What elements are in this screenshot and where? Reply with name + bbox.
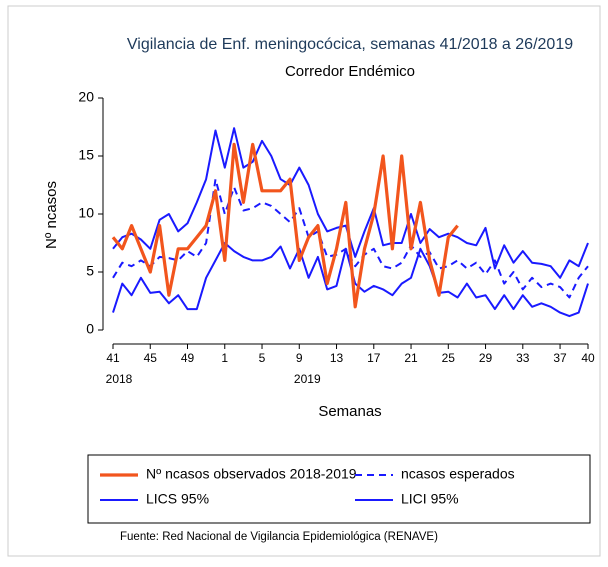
x-sublabel: 2018 bbox=[106, 372, 133, 386]
x-tick-label: 5 bbox=[259, 351, 266, 365]
legend-label: LICS 95% bbox=[146, 491, 209, 507]
y-tick-label: 15 bbox=[78, 147, 94, 163]
x-tick-label: 40 bbox=[581, 351, 595, 365]
y-tick-label: 10 bbox=[78, 205, 94, 221]
x-tick-label: 49 bbox=[181, 351, 195, 365]
x-tick-label: 41 bbox=[106, 351, 120, 365]
source-note: Fuente: Red Nacional de Vigilancia Epide… bbox=[120, 531, 438, 543]
x-tick-label: 9 bbox=[296, 351, 303, 365]
y-tick-label: 5 bbox=[86, 263, 94, 279]
y-axis-label: Nº ncasos bbox=[43, 181, 60, 249]
x-tick-label: 37 bbox=[553, 351, 567, 365]
legend-label: ncasos esperados bbox=[401, 466, 515, 482]
chart-title: Vigilancia de Enf. meningocócica, semana… bbox=[127, 36, 573, 53]
y-tick-label: 20 bbox=[78, 89, 94, 105]
x-tick-label: 29 bbox=[479, 351, 493, 365]
series-line bbox=[111, 142, 459, 309]
x-tick-label: 33 bbox=[516, 351, 530, 365]
x-tick-label: 13 bbox=[330, 351, 344, 365]
frame bbox=[7, 5, 601, 557]
y-tick-label: 0 bbox=[86, 321, 94, 337]
x-sublabel: 2019 bbox=[294, 372, 321, 386]
x-axis-label: Semanas bbox=[318, 403, 381, 420]
legend-box bbox=[87, 454, 591, 524]
legend-label: LICI 95% bbox=[401, 491, 459, 507]
legend-label: Nº ncasos observados 2018-2019 bbox=[146, 466, 357, 482]
x-tick-label: 45 bbox=[144, 351, 158, 365]
x-tick-label: 17 bbox=[367, 351, 381, 365]
x-tick-label: 1 bbox=[221, 351, 228, 365]
chart-subtitle: Corredor Endémico bbox=[285, 63, 415, 80]
x-tick-label: 21 bbox=[404, 351, 418, 365]
x-tick-label: 25 bbox=[442, 351, 456, 365]
